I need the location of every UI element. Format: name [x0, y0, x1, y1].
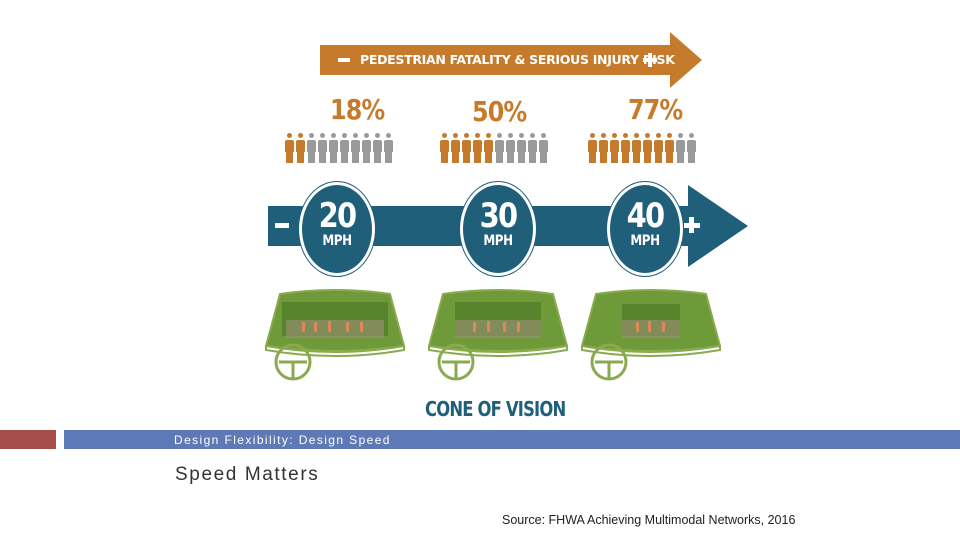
person-icon	[351, 133, 360, 163]
person-icon	[506, 133, 515, 163]
person-icon	[610, 133, 619, 163]
people-row-20mph	[285, 133, 393, 163]
person-icon	[307, 133, 316, 163]
person-icon	[687, 133, 696, 163]
slide-title: Speed Matters	[175, 464, 320, 485]
windshield-wide-view	[264, 289, 406, 381]
risk-percent-20mph: 18%	[330, 93, 385, 126]
speed-circle-40: 40 MPH	[607, 182, 683, 276]
speed-unit: MPH	[483, 233, 513, 249]
windshield-medium-view	[427, 289, 569, 381]
speed-unit: MPH	[322, 233, 352, 249]
person-icon	[373, 133, 382, 163]
accent-bar-blue	[64, 430, 960, 449]
speed-value: 40	[626, 196, 666, 236]
people-row-30mph	[440, 133, 548, 163]
person-icon	[654, 133, 663, 163]
person-icon	[528, 133, 537, 163]
person-icon	[588, 133, 597, 163]
risk-arrow-label: PEDESTRIAN FATALITY & SERIOUS INJURY RIS…	[360, 52, 675, 67]
people-row-40mph	[588, 133, 696, 163]
accent-bar-red	[0, 430, 56, 449]
person-icon	[440, 133, 449, 163]
person-icon	[495, 133, 504, 163]
person-icon	[451, 133, 460, 163]
section-title: Design Flexibility: Design Speed	[174, 433, 391, 447]
person-icon	[362, 133, 371, 163]
person-icon	[539, 133, 548, 163]
risk-minus-icon	[338, 58, 350, 62]
person-icon	[643, 133, 652, 163]
person-icon	[484, 133, 493, 163]
risk-percent-30mph: 50%	[472, 95, 527, 128]
speed-minus-icon	[275, 223, 289, 228]
risk-plus-icon-vertical	[648, 53, 652, 67]
windshield-narrow-view	[580, 289, 722, 381]
person-icon	[462, 133, 471, 163]
speed-value: 30	[479, 196, 519, 236]
person-icon	[632, 133, 641, 163]
speed-circle-30: 30 MPH	[460, 182, 536, 276]
speed-circle-20: 20 MPH	[299, 182, 375, 276]
person-icon	[665, 133, 674, 163]
person-icon	[296, 133, 305, 163]
person-icon	[318, 133, 327, 163]
person-icon	[473, 133, 482, 163]
person-icon	[285, 133, 294, 163]
person-icon	[599, 133, 608, 163]
cone-of-vision-label: CONE OF VISION	[425, 397, 566, 421]
risk-arrow	[320, 32, 702, 88]
source-citation: Source: FHWA Achieving Multimodal Networ…	[502, 513, 796, 527]
speed-value: 20	[318, 196, 358, 236]
risk-percent-40mph: 77%	[628, 93, 683, 126]
person-icon	[329, 133, 338, 163]
person-icon	[621, 133, 630, 163]
person-icon	[384, 133, 393, 163]
speed-unit: MPH	[630, 233, 660, 249]
person-icon	[517, 133, 526, 163]
speed-plus-icon-vertical	[689, 217, 694, 233]
person-icon	[340, 133, 349, 163]
person-icon	[676, 133, 685, 163]
